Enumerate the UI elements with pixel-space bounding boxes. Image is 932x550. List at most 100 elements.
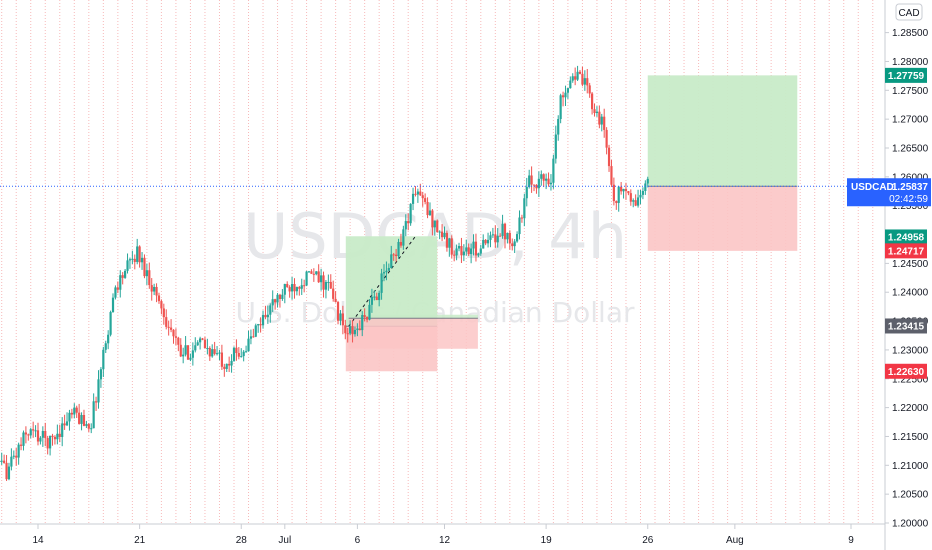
candle-body bbox=[397, 241, 400, 257]
candle-body bbox=[102, 349, 105, 370]
candle-body bbox=[5, 462, 8, 480]
candle-body bbox=[58, 433, 61, 437]
candle-body bbox=[402, 229, 405, 246]
candle-body bbox=[445, 232, 449, 248]
candle-body bbox=[114, 287, 117, 298]
candle-body bbox=[629, 193, 632, 202]
candle-body bbox=[540, 174, 543, 179]
x-tick-label: Jul bbox=[278, 535, 291, 546]
candle-body bbox=[373, 296, 376, 298]
candle-body bbox=[242, 351, 245, 357]
candle-body bbox=[41, 430, 44, 438]
candle-body bbox=[365, 316, 369, 320]
candle-body bbox=[566, 88, 570, 93]
y-tick-label: 1.20000 bbox=[892, 519, 929, 530]
candle-body bbox=[339, 313, 342, 321]
candle-body bbox=[620, 186, 623, 192]
candle-body bbox=[535, 184, 538, 189]
candle-body bbox=[409, 203, 412, 224]
price-tag-label: 1.22630 bbox=[888, 367, 925, 378]
candle-body bbox=[336, 302, 340, 321]
candle-body bbox=[327, 281, 330, 283]
candle-body bbox=[92, 401, 95, 429]
candle-body bbox=[184, 345, 187, 355]
candle-body bbox=[274, 299, 277, 303]
candle-body bbox=[196, 342, 199, 346]
candle-body bbox=[203, 339, 207, 349]
candle-body bbox=[518, 217, 521, 235]
currency-label: CAD bbox=[898, 8, 919, 19]
candle-body bbox=[491, 234, 494, 236]
candle-body bbox=[247, 338, 250, 352]
candle-body bbox=[70, 412, 73, 415]
candle-body bbox=[324, 281, 328, 290]
price-axis[interactable]: 1.28500 1.28000 1.27500 1.27000 1.26500 1.260… bbox=[885, 28, 929, 530]
candle-body bbox=[78, 412, 81, 424]
candle-body bbox=[457, 246, 461, 249]
candle-body bbox=[133, 258, 136, 262]
y-tick-label: 1.21000 bbox=[892, 461, 929, 472]
y-tick-label: 1.23000 bbox=[892, 345, 929, 356]
candle-body bbox=[499, 235, 502, 237]
candle-body bbox=[138, 246, 141, 263]
candle-body bbox=[145, 270, 148, 277]
candle-body bbox=[467, 247, 470, 255]
candle-body bbox=[121, 275, 124, 278]
x-tick-label: Aug bbox=[726, 535, 744, 546]
candle-body bbox=[537, 178, 540, 189]
candle-body bbox=[230, 360, 233, 366]
time-axis[interactable]: 14 21 28 Jul 6 12 19 26 Aug 9 bbox=[32, 524, 854, 546]
candle-body bbox=[426, 201, 429, 216]
candle-body bbox=[557, 119, 560, 135]
x-tick-label: 12 bbox=[439, 535, 451, 546]
candle-body bbox=[225, 363, 228, 369]
candle-body bbox=[525, 186, 528, 199]
candle-body bbox=[290, 284, 294, 292]
candle-body bbox=[547, 178, 550, 185]
candle-body bbox=[165, 317, 168, 327]
candle-body bbox=[259, 324, 262, 326]
position-zones[interactable] bbox=[345, 75, 798, 372]
candle-body bbox=[334, 298, 337, 303]
y-tick-label: 1.24000 bbox=[892, 288, 929, 299]
y-tick-label: 1.24500 bbox=[892, 259, 929, 270]
candle-body bbox=[431, 210, 434, 228]
candle-body bbox=[206, 348, 209, 350]
candle-body bbox=[61, 423, 64, 437]
candle-body bbox=[474, 241, 478, 256]
candle-body bbox=[131, 258, 134, 260]
candle-body bbox=[140, 257, 144, 263]
candle-body bbox=[332, 288, 335, 299]
candle-body bbox=[94, 401, 98, 403]
candle-body bbox=[361, 315, 364, 331]
candle-body bbox=[484, 239, 487, 244]
x-tick-label: 28 bbox=[236, 535, 248, 546]
candle-body bbox=[319, 275, 323, 283]
long-position-current-target-zone[interactable] bbox=[647, 75, 798, 187]
candle-body bbox=[264, 314, 267, 318]
currency-button[interactable]: CAD bbox=[895, 3, 923, 21]
candle-body bbox=[254, 325, 257, 337]
candle-body bbox=[97, 379, 100, 403]
candle-body bbox=[586, 78, 589, 86]
candle-body bbox=[0, 460, 3, 462]
candle-body bbox=[508, 232, 511, 244]
long-position-current-stop-zone[interactable] bbox=[647, 186, 798, 251]
candle-body bbox=[128, 259, 132, 261]
candle-body bbox=[356, 328, 359, 330]
candle-body bbox=[593, 109, 596, 114]
candle-body bbox=[111, 297, 115, 313]
short-position-old-target-zone[interactable] bbox=[348, 318, 478, 349]
candle-body bbox=[404, 221, 407, 230]
symbol-price-tag[interactable]: USDCAD 1.25837 02:42:59 bbox=[847, 178, 931, 207]
candle-body bbox=[298, 287, 301, 289]
candles bbox=[0, 65, 649, 481]
candle-body bbox=[150, 285, 153, 292]
candle-body bbox=[353, 329, 357, 335]
price-tag-neutral bbox=[885, 318, 927, 334]
candle-body bbox=[636, 197, 640, 206]
candle-body bbox=[370, 296, 374, 305]
candle-body bbox=[349, 326, 352, 334]
short-position-old-stop-zone[interactable] bbox=[348, 314, 478, 319]
